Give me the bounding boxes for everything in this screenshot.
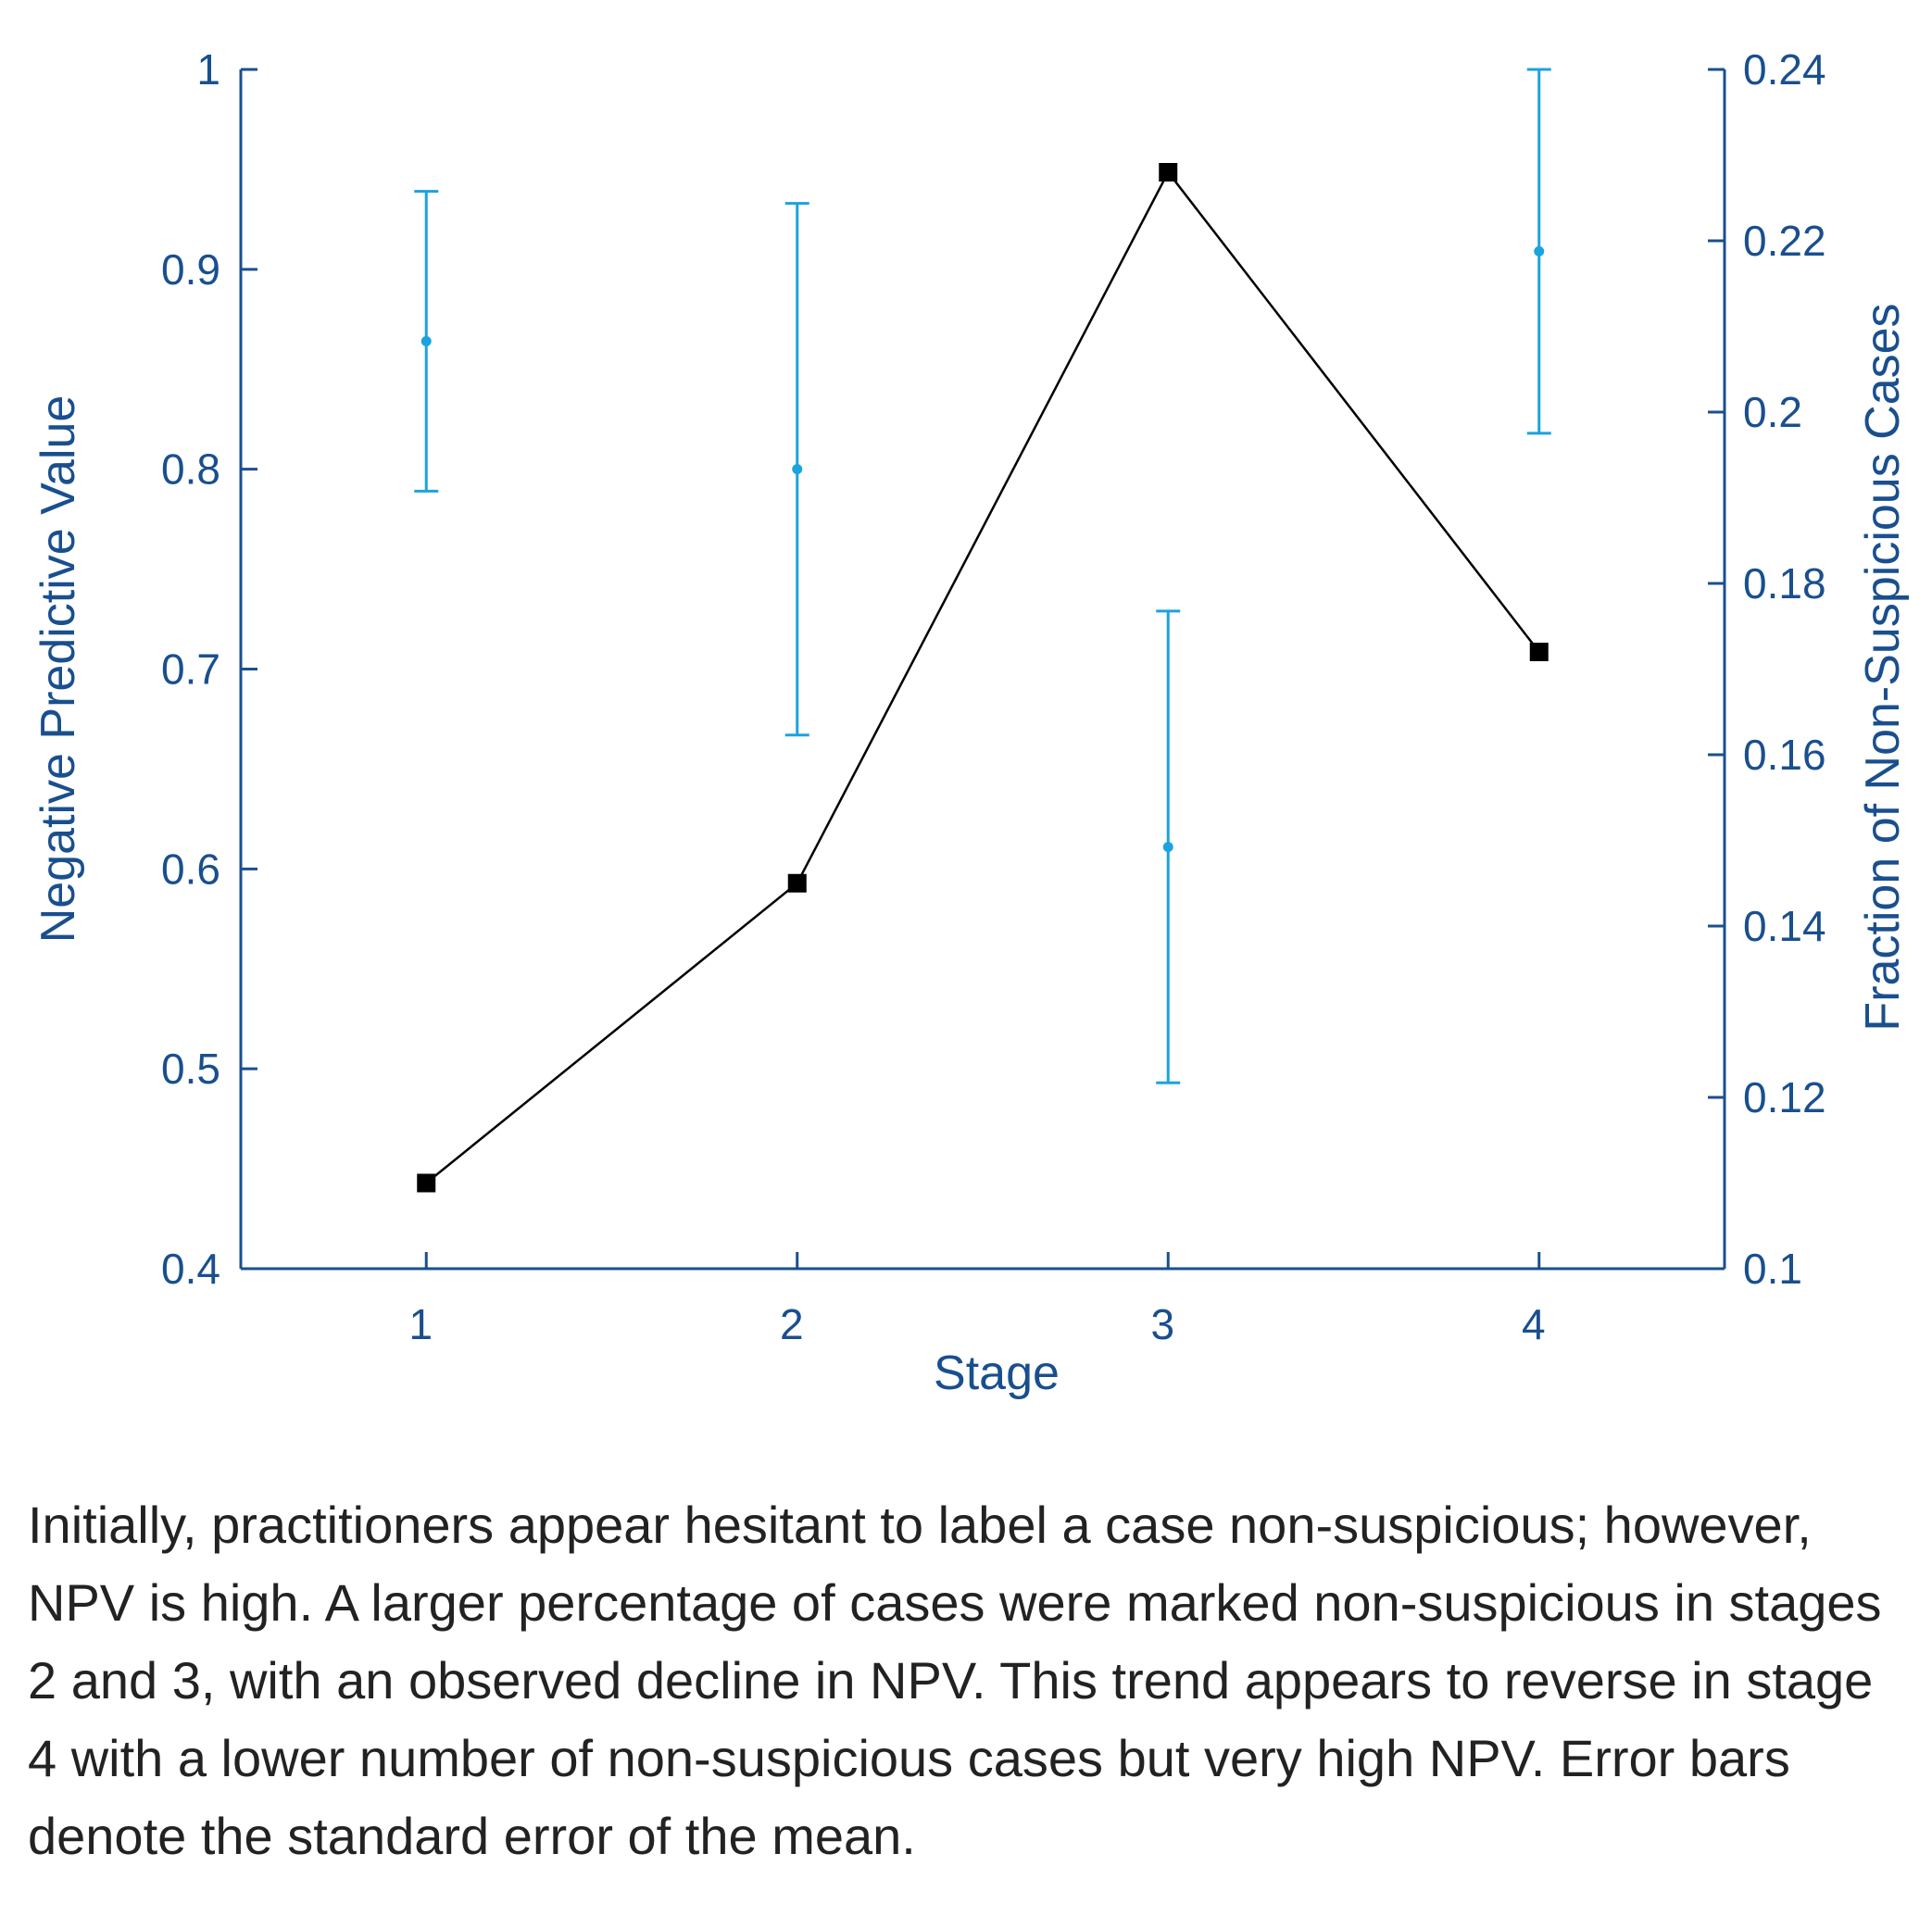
x-axis-ticks: 1 2 3 4 bbox=[408, 1252, 1546, 1348]
figure-caption: Initially, practitioners appear hesitant… bbox=[28, 1496, 1882, 1865]
fraction-marker bbox=[1529, 643, 1549, 661]
left-tick-label: 0.7 bbox=[161, 645, 220, 694]
fraction-line-series bbox=[417, 163, 1549, 1193]
x-tick-label: 3 bbox=[1150, 1300, 1174, 1348]
left-y-axis-title: Negative Predictive Value bbox=[31, 395, 85, 944]
chart: 0.40.50.60.70.80.91 0.10.120.140.160.180… bbox=[31, 45, 1910, 1400]
npv-mean-point bbox=[420, 336, 432, 347]
left-tick-label: 1 bbox=[196, 45, 220, 94]
right-tick-label: 0.22 bbox=[1743, 217, 1826, 265]
npv-mean-point bbox=[1534, 245, 1545, 257]
left-tick-label: 0.5 bbox=[161, 1045, 220, 1093]
fraction-marker bbox=[417, 1173, 436, 1193]
x-tick-label: 2 bbox=[780, 1300, 804, 1348]
left-tick-label: 0.4 bbox=[161, 1245, 220, 1293]
npv-error-bars bbox=[414, 68, 1551, 1084]
right-y-axis-title: Fraction of Non-Suspicious Cases bbox=[1856, 303, 1910, 1031]
right-tick-label: 0.14 bbox=[1743, 902, 1826, 950]
x-axis-title: Stage bbox=[934, 1346, 1060, 1400]
x-tick-label: 1 bbox=[408, 1300, 433, 1348]
right-axis-ticks: 0.1 0.12 0.14 0.16 0.18 0.2 0.22 0.24 bbox=[1708, 45, 1826, 1293]
right-tick-label: 0.1 bbox=[1743, 1245, 1802, 1293]
fraction-line bbox=[425, 169, 1540, 1184]
right-tick-label: 0.2 bbox=[1743, 388, 1802, 436]
x-tick-label: 4 bbox=[1522, 1300, 1546, 1348]
npv-mean-point bbox=[1162, 842, 1173, 853]
left-tick-label: 0.8 bbox=[161, 445, 220, 494]
fraction-marker bbox=[787, 873, 807, 893]
right-tick-label: 0.24 bbox=[1743, 45, 1826, 94]
right-tick-label: 0.12 bbox=[1743, 1073, 1826, 1121]
left-axis-ticks: 0.4 0.5 0.6 0.7 0.8 0.9 1 bbox=[161, 45, 257, 1293]
fraction-marker bbox=[1159, 163, 1178, 182]
axes bbox=[239, 69, 1726, 1271]
left-tick-label: 0.6 bbox=[161, 845, 220, 893]
left-tick-label: 0.9 bbox=[161, 245, 220, 294]
npv-mean-point bbox=[792, 464, 803, 475]
right-tick-label: 0.18 bbox=[1743, 559, 1826, 607]
right-tick-label: 0.16 bbox=[1743, 731, 1826, 779]
